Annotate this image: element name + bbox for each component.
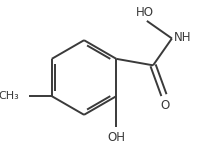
Text: NH: NH — [174, 31, 191, 44]
Text: O: O — [160, 99, 169, 112]
Text: HO: HO — [136, 6, 154, 19]
Text: OH: OH — [107, 131, 125, 144]
Text: CH₃: CH₃ — [0, 91, 19, 101]
